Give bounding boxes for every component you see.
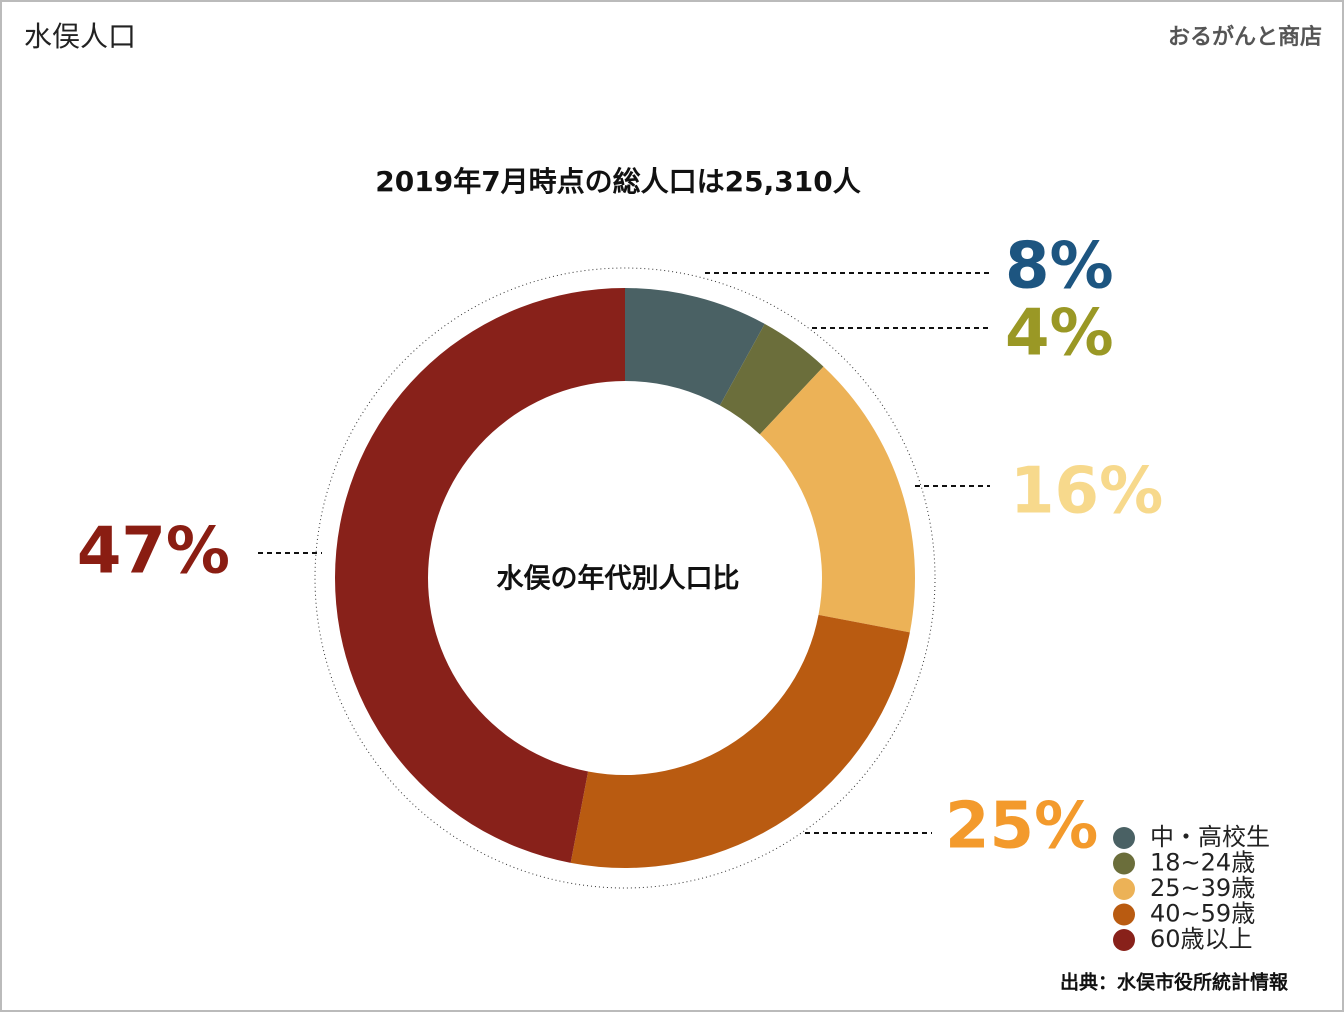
legend-swatch (1113, 827, 1135, 849)
slice (335, 288, 625, 863)
slice (759, 366, 915, 633)
brand: おるがんと商店 (1168, 24, 1322, 50)
value-label: 8% (1005, 230, 1114, 304)
slice (570, 614, 910, 868)
slice (625, 288, 765, 406)
legend-label: 60歳以上 (1150, 925, 1253, 953)
legend-label: 18~24歳 (1150, 849, 1255, 877)
legend-swatch (1113, 903, 1135, 926)
legend-swatch (1113, 878, 1135, 900)
source: 出典：水俣市役所統計情報 (1060, 971, 1289, 994)
value-label: 16% (1010, 455, 1163, 529)
legend-swatch (1113, 929, 1135, 951)
legend-label: 40~59歳 (1150, 900, 1255, 928)
legend-label: 中・高校生 (1150, 823, 1270, 851)
value-label: 47% (77, 515, 230, 589)
center-label: 水俣の年代別人口比 (497, 563, 740, 595)
slice (719, 323, 824, 435)
legend-swatch (1113, 852, 1135, 875)
value-label: 4% (1005, 297, 1114, 371)
page-title: 水俣人口 (24, 20, 136, 53)
value-label: 25% (945, 790, 1098, 864)
outer-ring (314, 267, 936, 889)
chart-title: 2019年7月時点の総人口は25,310人 (375, 165, 860, 198)
legend-label: 25~39歳 (1150, 874, 1255, 902)
